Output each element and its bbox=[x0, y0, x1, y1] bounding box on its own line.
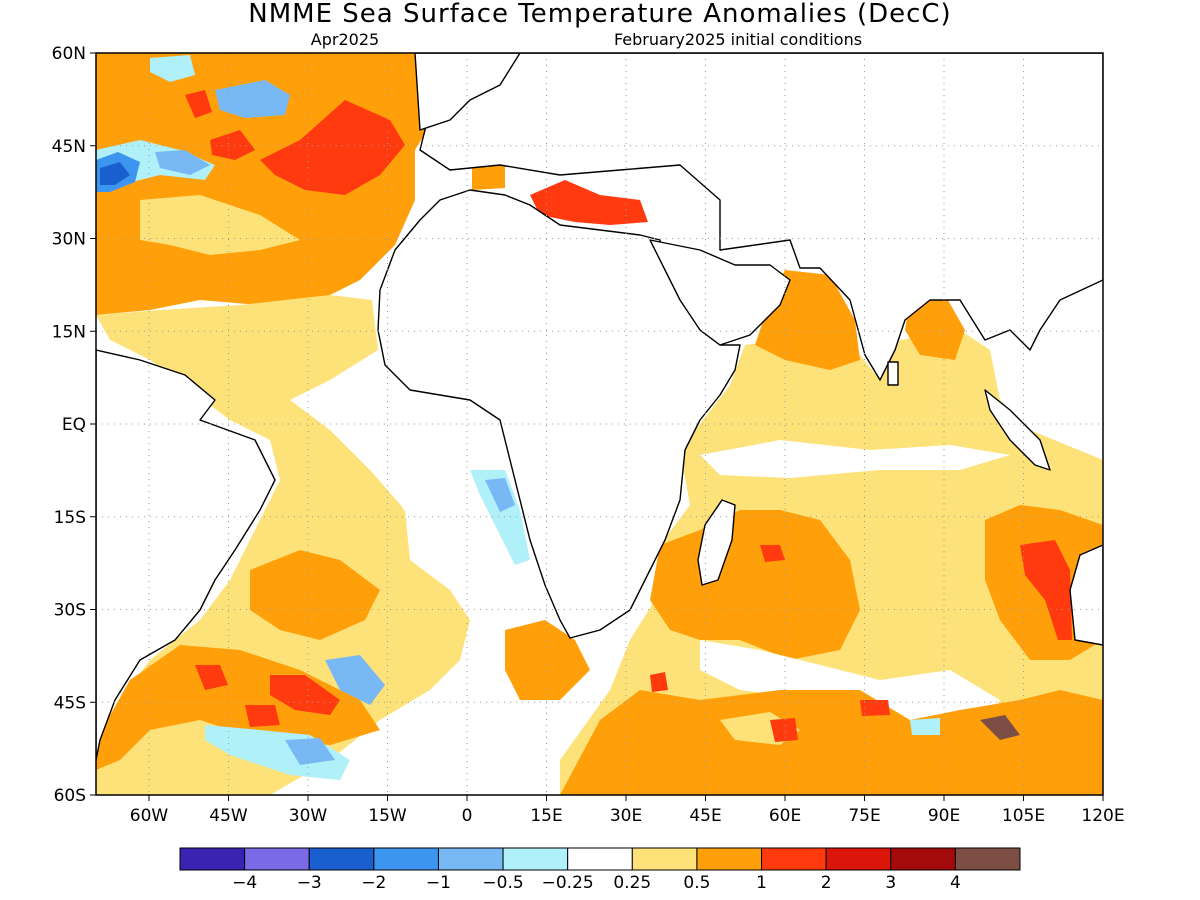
colorbar-tick-label: 4 bbox=[950, 873, 961, 893]
colorbar-tick-label: −3 bbox=[297, 873, 322, 893]
colorbar-swatch bbox=[696, 847, 763, 871]
colorbar-tick-label: 2 bbox=[821, 873, 832, 893]
anomaly-southern-ocean-orange bbox=[560, 690, 1103, 795]
figure-title: NMME Sea Surface Temperature Anomalies (… bbox=[248, 0, 951, 29]
land-europe-clipping bbox=[414, 53, 521, 131]
anomaly-mediterranean-red bbox=[530, 180, 648, 225]
land-arabian-peninsula bbox=[649, 239, 791, 346]
anomaly-north-atlantic-red bbox=[260, 100, 405, 195]
map-area bbox=[96, 53, 1103, 795]
colorbar-swatch bbox=[179, 847, 246, 871]
colorbar-tick-label: −0.5 bbox=[482, 873, 523, 893]
lat-tick-label: 60N bbox=[52, 44, 86, 64]
lon-tick-label: 15W bbox=[368, 806, 407, 826]
colorbar-tick-label: 1 bbox=[756, 873, 767, 893]
lat-tick-label: 60S bbox=[54, 786, 86, 806]
lon-tick-label: 30W bbox=[289, 806, 328, 826]
colorbar-tick-label: −4 bbox=[232, 873, 257, 893]
anomaly-north-atlantic-red-small-2 bbox=[185, 90, 212, 118]
anomaly-south-atlantic-red-2 bbox=[195, 665, 228, 690]
anomaly-west-australia-red bbox=[1020, 540, 1072, 640]
colorbar-tick-label: 3 bbox=[885, 873, 896, 893]
colorbar-swatch bbox=[502, 847, 569, 871]
anomaly-gulf-stream-lightblue bbox=[155, 150, 210, 175]
lat-tick-label: 30S bbox=[54, 601, 86, 621]
colorbar-swatch bbox=[825, 847, 892, 871]
lon-tick-label: 75E bbox=[848, 806, 880, 826]
colorbar-tick-label: 0.5 bbox=[683, 873, 710, 893]
colorbar-swatch bbox=[244, 847, 310, 871]
land-south-america bbox=[96, 349, 276, 761]
lon-tick-label: 30E bbox=[610, 806, 642, 826]
anomaly-south-atlantic-red-3 bbox=[245, 705, 280, 727]
lon-tick-label: 45W bbox=[209, 806, 248, 826]
colorbar-tick-label: 0.25 bbox=[613, 873, 651, 893]
anomaly-north-atlantic-yellow-band bbox=[140, 195, 300, 255]
lon-tick-label: 105E bbox=[1002, 806, 1045, 826]
lon-tick-label: 60E bbox=[769, 806, 801, 826]
colorbar-swatch bbox=[373, 847, 439, 871]
anomaly-southwest-indian-red bbox=[760, 545, 785, 562]
anomaly-south-atlantic-red bbox=[270, 675, 340, 715]
longitude-tick-labels: 60W 45W 30W 15W 0 15E 30E 45E 60E 75E 90E 105E 120E bbox=[130, 795, 1125, 826]
lon-tick-label: 120E bbox=[1081, 806, 1124, 826]
anomaly-south-atlantic-blue bbox=[325, 655, 385, 705]
land-australia bbox=[1069, 544, 1103, 646]
colorbar-swatch bbox=[308, 847, 375, 871]
anomaly-southern-ocean-red bbox=[770, 718, 798, 742]
colorbar-swatch bbox=[890, 847, 956, 871]
lon-tick-label: 0 bbox=[462, 806, 473, 826]
anomaly-gulf-stream-darkblue bbox=[100, 162, 130, 185]
anomaly-southern-ocean-cyan bbox=[910, 718, 940, 735]
colorbar-tick-label: −0.25 bbox=[542, 873, 594, 893]
land-layer bbox=[96, 53, 1103, 761]
land-madagascar bbox=[697, 499, 736, 586]
lon-tick-label: 90E bbox=[928, 806, 960, 826]
anomaly-southern-ocean-red-3 bbox=[650, 672, 668, 692]
anomaly-fill-layer bbox=[96, 53, 1103, 795]
land-africa-eurasia bbox=[377, 189, 741, 639]
lat-tick-label: 45S bbox=[54, 693, 86, 713]
anomaly-bay-of-bengal-orange bbox=[905, 295, 965, 360]
anomaly-indian-ocean-white-band bbox=[700, 440, 1010, 478]
colorbar-swatch bbox=[437, 847, 504, 871]
lon-tick-label: 45E bbox=[689, 806, 721, 826]
land-sri-lanka bbox=[887, 361, 899, 386]
colorbar-legend: −4 −3 −2 −1 −0.5 −0.25 0.25 0.5 1 2 3 4 bbox=[179, 847, 1021, 893]
colorbar-tick-label: −2 bbox=[361, 873, 386, 893]
lon-tick-label: 15E bbox=[530, 806, 562, 826]
land-india-asia bbox=[419, 53, 1103, 381]
colorbar-tick-label: −1 bbox=[426, 873, 451, 893]
anomaly-southern-ocean-red-2 bbox=[860, 700, 890, 716]
lat-tick-label: 15N bbox=[52, 322, 86, 342]
lon-tick-label: 60W bbox=[130, 806, 169, 826]
colorbar-swatch bbox=[761, 847, 827, 871]
lat-tick-label: 30N bbox=[52, 230, 86, 250]
lat-tick-label: 45N bbox=[52, 137, 86, 157]
anomaly-angola-cyan bbox=[470, 470, 530, 565]
graticule bbox=[96, 53, 1103, 795]
anomaly-southern-ocean-brown bbox=[980, 715, 1020, 740]
anomaly-north-atlantic-cyan-patch bbox=[150, 55, 195, 82]
anomaly-indian-ocean-white-south bbox=[700, 640, 1000, 730]
anomaly-south-atlantic-lightblue bbox=[285, 738, 335, 765]
anomaly-south-atlantic-orange bbox=[250, 550, 380, 640]
anomaly-angola-lightblue bbox=[485, 478, 515, 512]
lat-tick-label: EQ bbox=[62, 415, 86, 435]
latitude-tick-labels: 60N 45N 30N 15N EQ 15S 30S 45S 60S bbox=[52, 44, 96, 806]
colorbar-swatch bbox=[954, 847, 1021, 871]
initial-conditions-label: February2025 initial conditions bbox=[614, 30, 862, 49]
anomaly-north-atlantic-red-small bbox=[210, 130, 255, 160]
colorbar-swatch bbox=[631, 847, 698, 871]
anomaly-tropical-atlantic-white-gap bbox=[330, 370, 545, 620]
land-sumatra bbox=[984, 389, 1051, 471]
anomaly-north-atlantic-blue-patch bbox=[215, 80, 290, 118]
forecast-month-label: Apr2025 bbox=[311, 30, 379, 49]
anomaly-south-atlantic-south-orange bbox=[505, 620, 590, 700]
colorbar-swatch bbox=[567, 847, 633, 871]
lat-tick-label: 15S bbox=[54, 508, 86, 528]
